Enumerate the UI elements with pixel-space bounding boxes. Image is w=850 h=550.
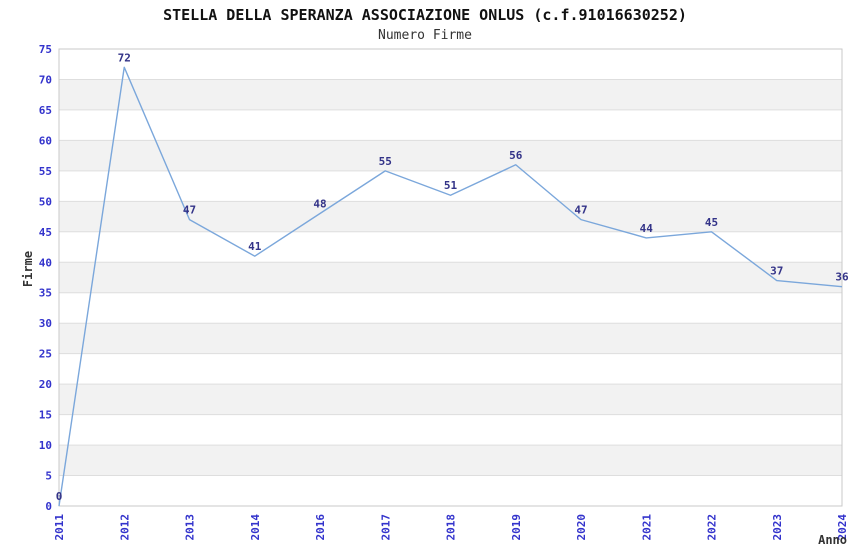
data-point-label: 36 (835, 271, 849, 284)
x-tick-label: 2017 (379, 514, 392, 541)
x-tick-label: 2019 (510, 514, 523, 541)
y-tick-label: 60 (39, 134, 52, 147)
y-tick-label: 65 (39, 104, 52, 117)
data-point-label: 47 (574, 204, 587, 217)
y-tick-label: 40 (39, 256, 52, 269)
x-tick-label: 2011 (53, 514, 66, 541)
chart-title: STELLA DELLA SPERANZA ASSOCIAZIONE ONLUS… (163, 6, 687, 24)
data-point-label: 45 (705, 216, 718, 229)
y-tick-label: 30 (39, 317, 52, 330)
y-tick-label: 20 (39, 378, 52, 391)
y-tick-label: 15 (39, 409, 52, 422)
series-line (58, 66, 843, 507)
y-tick-label: 5 (45, 470, 52, 483)
x-axis-title: Anno (818, 533, 847, 547)
data-point-label: 47 (183, 204, 196, 217)
x-tick-label: 2014 (249, 514, 262, 541)
data-point-label: 56 (509, 149, 523, 162)
x-tick-label: 2013 (184, 514, 197, 541)
data-point-label: 72 (118, 51, 131, 64)
plot-band (59, 323, 842, 354)
y-tick-label: 75 (39, 43, 52, 56)
x-tick-label: 2016 (314, 514, 327, 541)
x-tick-label: 2024 (836, 514, 849, 541)
y-tick-label: 50 (39, 195, 52, 208)
plot-border (58, 48, 843, 507)
y-tick-label: 10 (39, 439, 52, 452)
chart-subtitle: Numero Firme (378, 28, 472, 43)
x-tick-label: 2020 (575, 514, 588, 541)
x-tick-label: 2018 (445, 514, 458, 541)
plot-band (59, 445, 842, 476)
data-point-label: 51 (444, 179, 458, 192)
x-tick-label: 2012 (118, 514, 131, 541)
y-axis-title: Firme (21, 250, 35, 288)
data-point-label: 41 (248, 240, 262, 253)
plot-band (59, 79, 842, 110)
data-point-label: 37 (770, 265, 783, 278)
data-point-label: 48 (313, 198, 326, 211)
x-tick-label: 2021 (640, 514, 653, 541)
x-tick-label: 2023 (771, 514, 784, 541)
data-point-label: 0 (56, 490, 63, 503)
y-tick-label: 45 (39, 226, 52, 239)
y-tick-label: 25 (39, 348, 52, 361)
data-point-label: 44 (640, 222, 654, 235)
y-tick-label: 70 (39, 73, 52, 86)
y-tick-label: 55 (39, 165, 52, 178)
plot-band (59, 201, 842, 232)
x-tick-label: 2022 (706, 514, 719, 541)
plot-band (59, 384, 842, 415)
y-tick-label: 35 (39, 287, 52, 300)
plot-band (59, 140, 842, 171)
data-point-label: 55 (379, 155, 392, 168)
y-tick-label: 0 (45, 500, 52, 513)
plot-band (59, 262, 842, 293)
